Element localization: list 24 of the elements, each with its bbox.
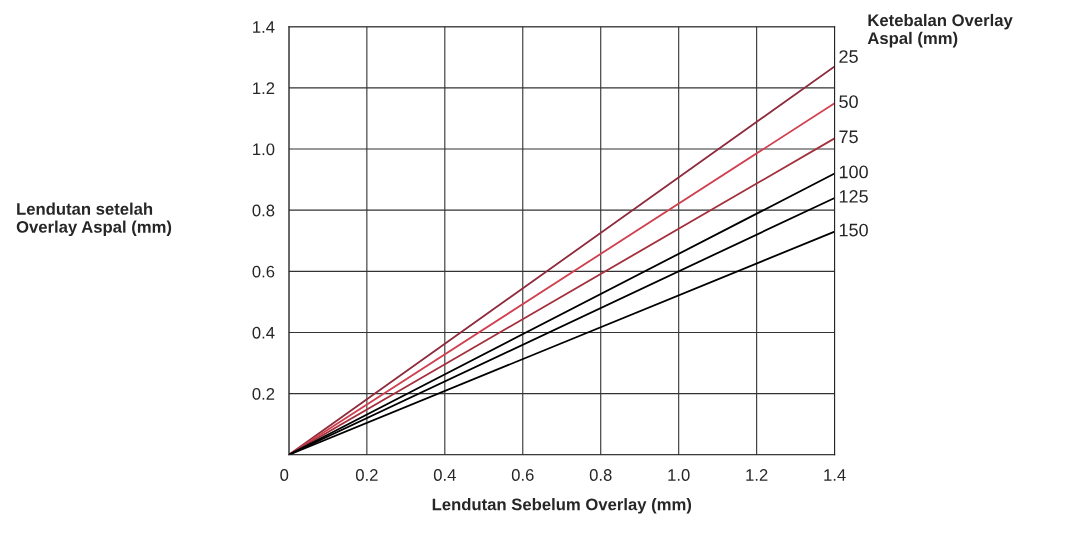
x-tick-label: 1.0 <box>668 469 690 481</box>
y-axis-title: Lendutan setelah Overlay Aspal (mm) <box>16 202 172 237</box>
y-tick-label: 1.0 <box>253 143 275 156</box>
x-tick-label: 0 <box>280 469 289 481</box>
y-tick-label: 1.2 <box>253 82 275 94</box>
x-axis-title: Lendutan Sebelum Overlay (mm) <box>432 498 692 514</box>
legend-title: Ketebalan Overlay Aspal (mm) <box>867 13 1013 48</box>
x-tick-label: 0.2 <box>355 469 378 481</box>
x-tick-label: 0.4 <box>433 469 456 481</box>
y-tick-label: 0.4 <box>252 326 275 339</box>
x-tick-label: 1.4 <box>824 469 846 481</box>
y-tick-label: 0.8 <box>252 204 275 217</box>
series-label: 100 <box>839 165 868 179</box>
x-tick-label: 1.2 <box>746 469 768 481</box>
x-tick-label: 0.6 <box>511 469 534 481</box>
y-tick-label: 0.6 <box>252 265 275 278</box>
y-tick-label: 0.2 <box>252 388 275 400</box>
series-label: 125 <box>839 190 868 203</box>
x-tick-label: 0.8 <box>589 469 612 481</box>
series-label: 150 <box>839 223 868 237</box>
series-label: 50 <box>839 95 858 109</box>
y-tick-label: 1.4 <box>253 21 275 33</box>
series-label: 75 <box>839 130 858 144</box>
series-label: 25 <box>839 50 858 63</box>
